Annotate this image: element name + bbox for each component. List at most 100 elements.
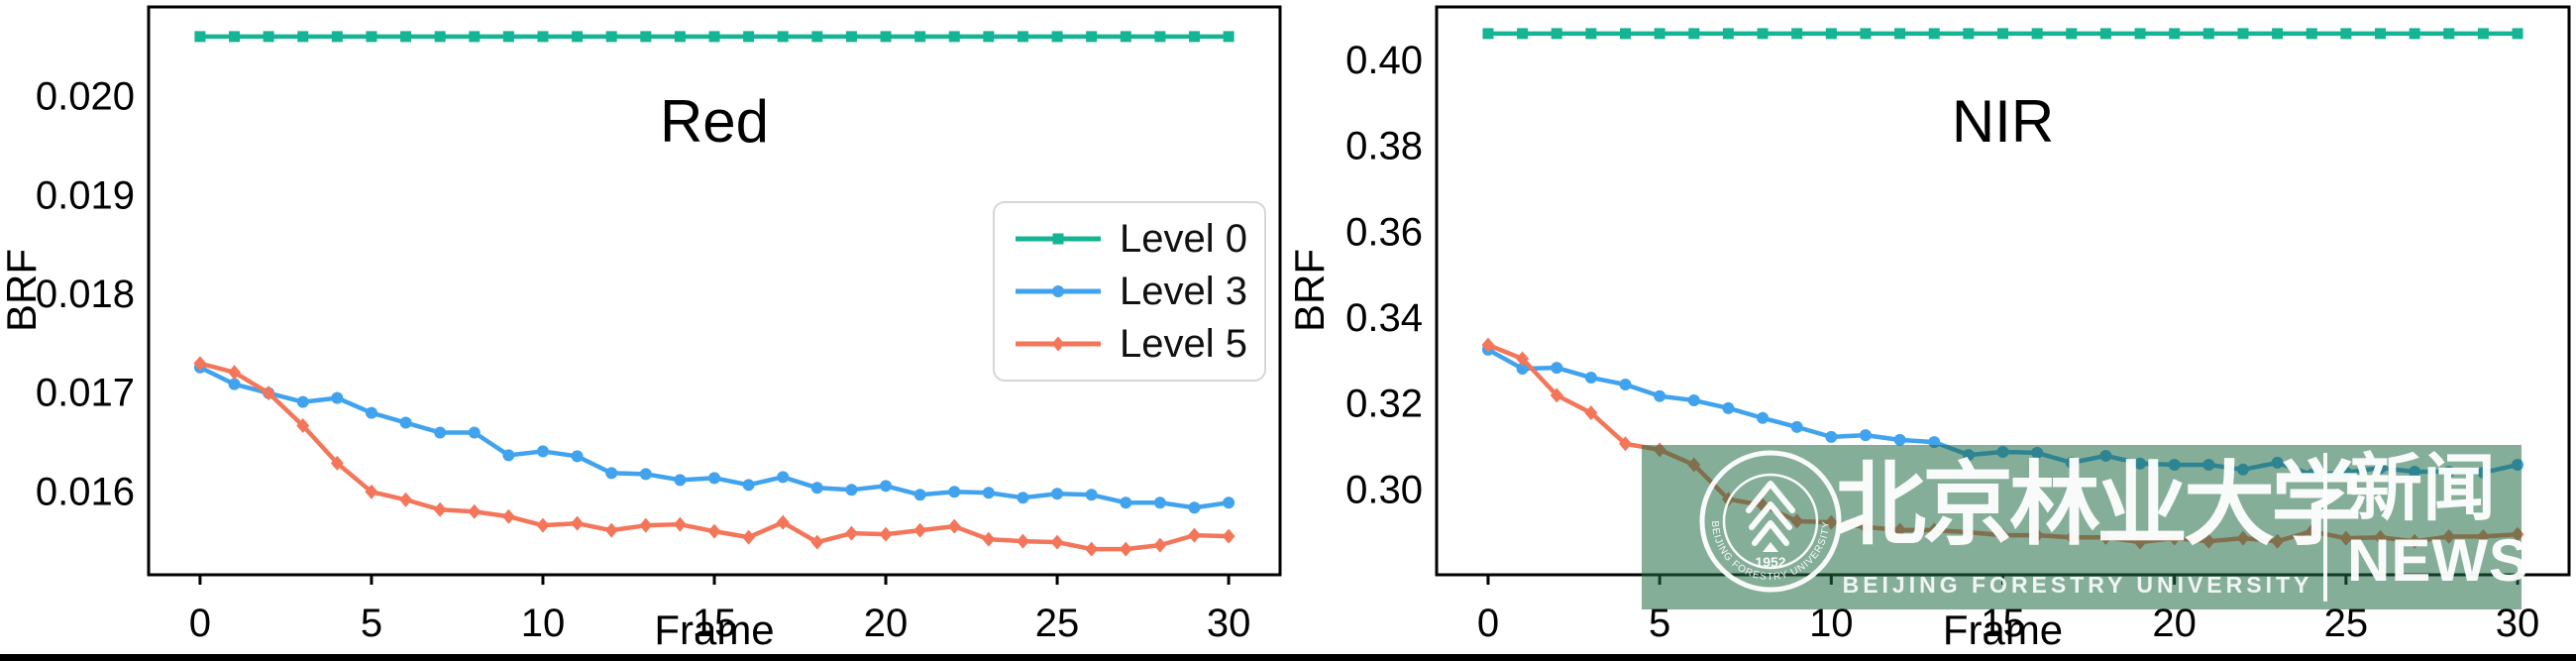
watermark-divider <box>2323 453 2327 602</box>
data-point-marker <box>1154 31 1166 43</box>
data-point-marker <box>1584 372 1597 385</box>
data-point-marker <box>2202 28 2214 40</box>
legend-item-level3: Level 3 <box>1013 272 1264 311</box>
data-point-marker <box>639 468 652 481</box>
data-point-marker <box>1120 31 1131 43</box>
data-point-marker <box>983 31 995 43</box>
seal-inner-ring <box>1722 473 1819 570</box>
series-line-level-3 <box>197 365 1232 510</box>
data-point-marker <box>1516 351 1530 367</box>
data-point-marker <box>674 474 687 487</box>
data-point-marker <box>1790 420 1803 433</box>
legend: Level 0 Level 3 Level 5 <box>993 201 1266 382</box>
data-point-marker <box>1222 528 1235 544</box>
data-point-marker <box>1085 541 1099 557</box>
data-point-marker <box>1517 28 1529 40</box>
bottom-black-bar <box>0 654 2576 661</box>
data-point-marker <box>640 31 652 43</box>
data-point-marker <box>1086 31 1098 43</box>
data-point-marker <box>1481 337 1495 353</box>
legend-item-level0: Level 0 <box>1013 219 1264 259</box>
seal-tree-base <box>1763 542 1778 552</box>
data-point-marker <box>2477 28 2489 40</box>
y-axis-label: BRF <box>0 249 45 332</box>
x-tick-label: 30 <box>1207 602 1251 645</box>
data-point-marker <box>1516 362 1529 375</box>
university-latin-name: BEIJING FORESTRY UNIVERSITY <box>1842 572 2313 598</box>
data-point-marker <box>605 31 617 43</box>
data-point-marker <box>777 471 790 484</box>
data-point-marker <box>743 31 755 43</box>
data-point-marker <box>982 487 995 499</box>
data-point-marker <box>605 467 618 480</box>
level3-line-swatch <box>1016 284 1101 297</box>
legend-swatch-marker <box>1051 336 1065 352</box>
data-point-marker <box>948 486 961 498</box>
data-point-marker <box>1085 489 1098 501</box>
data-point-marker <box>1051 488 1064 500</box>
data-point-marker <box>1893 433 1906 446</box>
data-point-marker <box>502 449 515 462</box>
legend-item-level5: Level 5 <box>1013 324 1264 364</box>
y-tick-label: 0.018 <box>36 273 135 316</box>
data-point-marker <box>2512 28 2523 40</box>
data-point-marker <box>1859 429 1872 442</box>
seal-outer-ring <box>1699 450 1842 593</box>
data-point-marker <box>194 31 206 43</box>
data-point-marker <box>330 455 344 471</box>
data-point-marker <box>1757 411 1770 424</box>
data-point-marker <box>913 522 927 538</box>
data-point-marker <box>1963 28 1975 40</box>
data-point-marker <box>331 31 343 43</box>
data-point-marker <box>571 515 585 531</box>
data-point-marker <box>1551 28 1562 40</box>
data-point-marker <box>469 31 481 43</box>
legend-swatch-marker <box>1052 233 1064 245</box>
data-point-marker <box>501 508 515 524</box>
chart-title: NIR <box>1952 88 2054 155</box>
data-point-marker <box>1825 430 1838 443</box>
data-point-marker <box>1825 28 1837 40</box>
data-point-marker <box>502 31 514 43</box>
legend-label: Level 0 <box>1120 217 1247 262</box>
data-point-marker <box>708 472 720 485</box>
data-point-marker <box>673 516 687 532</box>
data-point-marker <box>536 517 550 533</box>
legend-label: Level 5 <box>1120 321 1247 366</box>
data-point-marker <box>229 31 241 43</box>
university-calligraphy-name: 北京林业大学 <box>1835 452 2362 558</box>
data-point-marker <box>1153 496 1166 509</box>
data-point-marker <box>1997 28 2008 40</box>
y-tick-label: 0.38 <box>1345 125 1423 168</box>
x-tick-label: 20 <box>864 602 909 645</box>
y-tick-label: 0.017 <box>36 372 135 415</box>
data-point-marker <box>1619 436 1632 452</box>
data-point-marker <box>1619 378 1632 390</box>
legend-swatch-marker <box>1052 284 1064 297</box>
news-english-label: NEWS <box>2347 527 2529 594</box>
data-point-marker <box>1654 28 1665 40</box>
data-point-marker <box>2237 28 2249 40</box>
data-point-marker <box>1223 496 1235 509</box>
y-tick-label: 0.019 <box>36 173 135 217</box>
data-point-marker <box>2409 28 2420 40</box>
university-seal-logo: 1952 BEIJING FORESTRY UNIVERSITY <box>1699 450 1842 593</box>
data-point-marker <box>228 378 241 390</box>
data-point-marker <box>810 534 824 550</box>
data-point-marker <box>297 31 309 43</box>
data-point-marker <box>433 501 447 517</box>
data-point-marker <box>845 31 857 43</box>
data-point-marker <box>1860 28 1872 40</box>
data-point-marker <box>228 365 242 381</box>
data-point-marker <box>296 418 310 434</box>
data-point-marker <box>296 395 309 408</box>
x-tick-label: 5 <box>1649 602 1670 645</box>
data-point-marker <box>913 489 926 501</box>
seal-year: 1952 <box>1755 554 1785 570</box>
data-point-marker <box>742 529 756 545</box>
data-point-marker <box>2375 28 2386 40</box>
data-point-marker <box>1153 537 1167 553</box>
x-tick-label: 25 <box>1035 602 1080 645</box>
x-tick-label: 0 <box>1477 602 1499 645</box>
